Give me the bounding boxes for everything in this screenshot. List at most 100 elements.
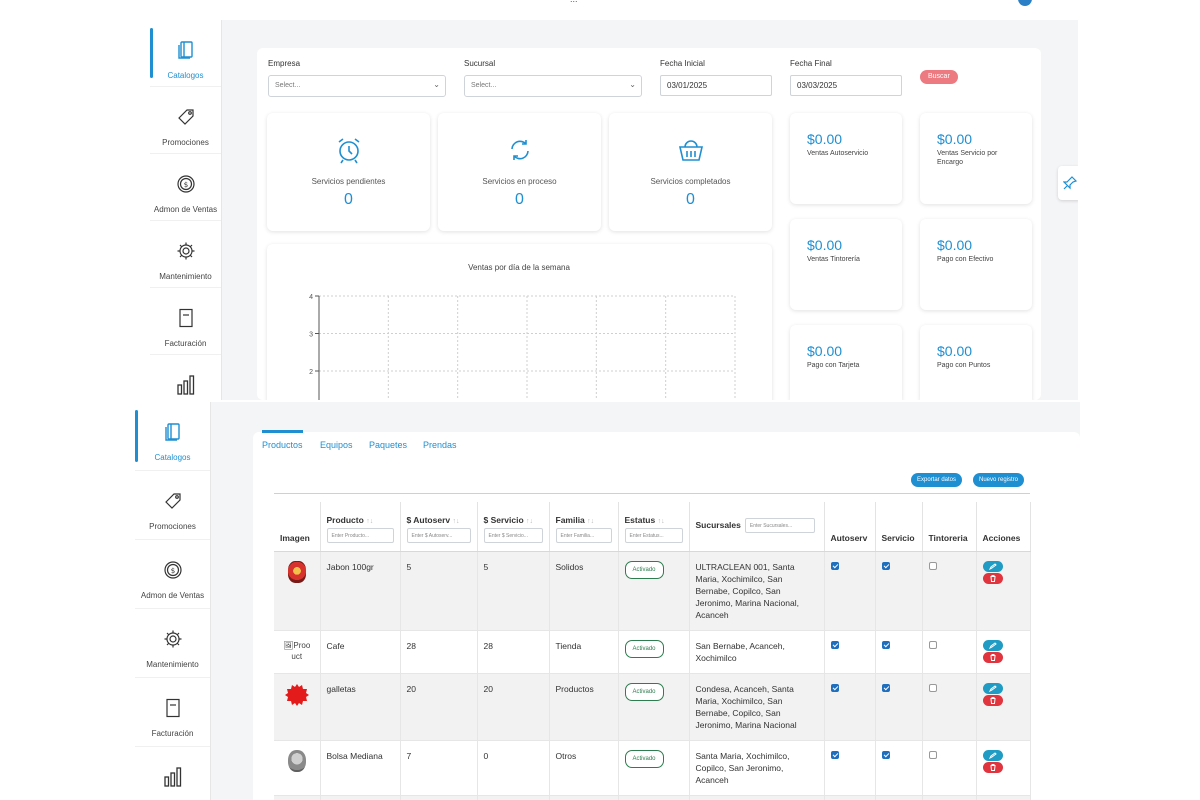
dollar-coin-icon: $ [135, 560, 210, 585]
sidebar-item-promociones[interactable]: Promociones [135, 471, 210, 540]
products-table: Imagen Producto ↑↓ Enter Producto... $ A… [274, 502, 1031, 800]
table-row[interactable]: 🖼Proo uct Cafe 28 28 Tienda Activado San Berna… [274, 630, 1031, 674]
y-tick-label: 2 [309, 369, 313, 376]
edit-button[interactable] [982, 560, 1003, 572]
cell-sucursales: ULTRACLEAN 001, Santa Maria, Xochimilco,… [689, 551, 825, 631]
col-servicio-price[interactable]: $ Servicio ↑↓ Enter $ Servicio... [477, 502, 550, 552]
col-tintoreria: Tintoreria [922, 502, 977, 552]
sidebar-item-admon-de-ventas[interactable]: $ Admon de Ventas [150, 154, 221, 221]
trash-icon [990, 696, 995, 704]
sidebar-item-reportes[interactable] [150, 355, 221, 400]
buscar-button[interactable]: Buscar [920, 70, 958, 84]
sidebar-item-mantenimiento[interactable]: Mantenimiento [150, 221, 221, 288]
pin-tab[interactable] [1058, 166, 1078, 200]
autoserv-filter-input[interactable]: Enter $ Autoserv... [406, 527, 471, 543]
checkbox[interactable] [830, 640, 839, 649]
pencil-icon [988, 684, 997, 692]
cell-estatus: Activado [618, 551, 690, 631]
sidebar: Catalogos Promociones $ Admon de Ventas Mant… [135, 402, 211, 800]
tab-paquetes[interactable]: Paquetes [369, 440, 408, 450]
checkbox[interactable] [881, 561, 890, 570]
sort-icon[interactable]: ↑↓ [366, 517, 374, 525]
tab-prendas[interactable]: Prendas [423, 440, 457, 450]
table-body: Jabon 100gr 5 5 Solidos Activado ULTRACLEAN 0… [274, 551, 1031, 800]
delete-button[interactable] [982, 694, 1003, 706]
sort-icon[interactable]: ↑↓ [657, 517, 665, 525]
money-value: $0.00 [937, 131, 973, 147]
col-autoserv-label: Autoserv [830, 532, 868, 543]
sort-icon[interactable]: ↑↓ [587, 517, 595, 525]
sidebar-item-catalogos[interactable]: Catalogos [135, 402, 210, 471]
cell-imagen [274, 673, 321, 741]
trash-icon [990, 574, 995, 582]
col-acciones: Acciones [976, 502, 1031, 552]
cell-estatus: Activado [618, 795, 690, 800]
export-button[interactable]: Exportar datos [911, 473, 963, 487]
empresa-label: Empresa [268, 59, 301, 68]
checkbox[interactable] [830, 750, 839, 759]
money-card-encargo: $0.00 Ventas Servicio por Encargo [920, 113, 1032, 204]
sort-icon[interactable]: ↑↓ [526, 517, 534, 525]
table-row[interactable]: galletas 20 20 Productos Activado Condesa, Ac… [274, 673, 1031, 741]
cell-estatus: Activado [618, 630, 690, 674]
empresa-select[interactable]: Select... ⌄ [268, 75, 446, 97]
delete-button[interactable] [982, 761, 1003, 773]
edit-button[interactable] [982, 639, 1003, 651]
delete-button[interactable] [982, 572, 1003, 584]
basket-icon [676, 135, 706, 170]
cell-servicio-price: 0 [477, 740, 550, 796]
checkbox[interactable] [928, 640, 937, 649]
sucursales-filter-input[interactable]: Enter Sucursales... [744, 517, 815, 533]
edit-button[interactable] [982, 749, 1003, 761]
sucursal-select[interactable]: Select... ⌄ [464, 75, 642, 97]
table-row[interactable]: Jabon 100gr 5 5 Solidos Activado ULTRACLEAN 0… [274, 551, 1031, 631]
col-estatus[interactable]: Estatus ↑↓ Enter Estatus... [618, 502, 690, 552]
sidebar-item-admon-de-ventas[interactable]: $ Admon de Ventas [135, 540, 210, 609]
col-producto-label: Producto [326, 514, 364, 525]
checkbox[interactable] [830, 561, 839, 570]
col-autoserv-price[interactable]: $ Autoserv ↑↓ Enter $ Autoserv... [400, 502, 478, 552]
cell-servicio [875, 795, 923, 800]
sidebar-item-catalogos[interactable]: Catalogos [150, 20, 221, 87]
col-familia[interactable]: Familia ↑↓ Enter Familia... [549, 502, 619, 552]
checkbox[interactable] [881, 640, 890, 649]
col-sucursales[interactable]: Sucursales Enter Sucursales... [689, 502, 825, 552]
estatus-filter-input[interactable]: Enter Estatus... [624, 527, 683, 543]
sidebar-item-mantenimiento[interactable]: Mantenimiento [135, 609, 210, 678]
producto-filter-input[interactable]: Enter Producto... [326, 527, 394, 543]
checkbox[interactable] [928, 750, 937, 759]
sidebar-item-label: Promociones [149, 522, 196, 531]
cell-servicio [875, 740, 923, 796]
sort-icon[interactable]: ↑↓ [452, 517, 460, 525]
table-row[interactable]: Bolsa Mediana 7 0 Otros Activado Santa Maria,… [274, 740, 1031, 796]
top-bar: ... [150, 0, 1078, 20]
servicio-filter-input[interactable]: Enter $ Servicio... [483, 527, 543, 543]
sidebar-item-reportes[interactable] [135, 747, 210, 800]
checkbox[interactable] [830, 683, 839, 692]
sidebar-item-promociones[interactable]: Promociones [150, 87, 221, 154]
sidebar-item-facturación[interactable]: Facturación [135, 678, 210, 747]
edit-button[interactable] [982, 682, 1003, 694]
familia-filter-input[interactable]: Enter Familia... [555, 527, 612, 543]
cell-estatus: Activado [618, 740, 690, 796]
product-image [284, 683, 309, 706]
fecha-final-input[interactable]: 03/03/2025 [790, 75, 902, 96]
fecha-inicial-input[interactable]: 03/01/2025 [660, 75, 772, 96]
checkbox[interactable] [881, 683, 890, 692]
sidebar-item-label: Catalogos [154, 453, 191, 462]
y-tick-label: 3 [309, 332, 313, 339]
chart-card: Ventas por día de la semana 4 3 2 [267, 244, 772, 400]
table-row[interactable]: 🖼ProdFabuloso limon1515ProductosActivado… [274, 795, 1031, 800]
new-record-button[interactable]: Nuevo registro [973, 473, 1025, 487]
user-avatar[interactable] [1018, 0, 1032, 6]
checkbox[interactable] [928, 683, 937, 692]
tab-equipos[interactable]: Equipos [320, 440, 353, 450]
cell-acciones [976, 673, 1031, 741]
checkbox[interactable] [928, 561, 937, 570]
checkbox[interactable] [881, 750, 890, 759]
delete-button[interactable] [982, 651, 1003, 663]
col-producto[interactable]: Producto ↑↓ Enter Producto... [320, 502, 401, 552]
sidebar-item-facturación[interactable]: Facturación [150, 288, 221, 355]
tab-productos[interactable]: Productos [262, 430, 303, 450]
cell-autoserv-price: 15 [400, 795, 478, 800]
